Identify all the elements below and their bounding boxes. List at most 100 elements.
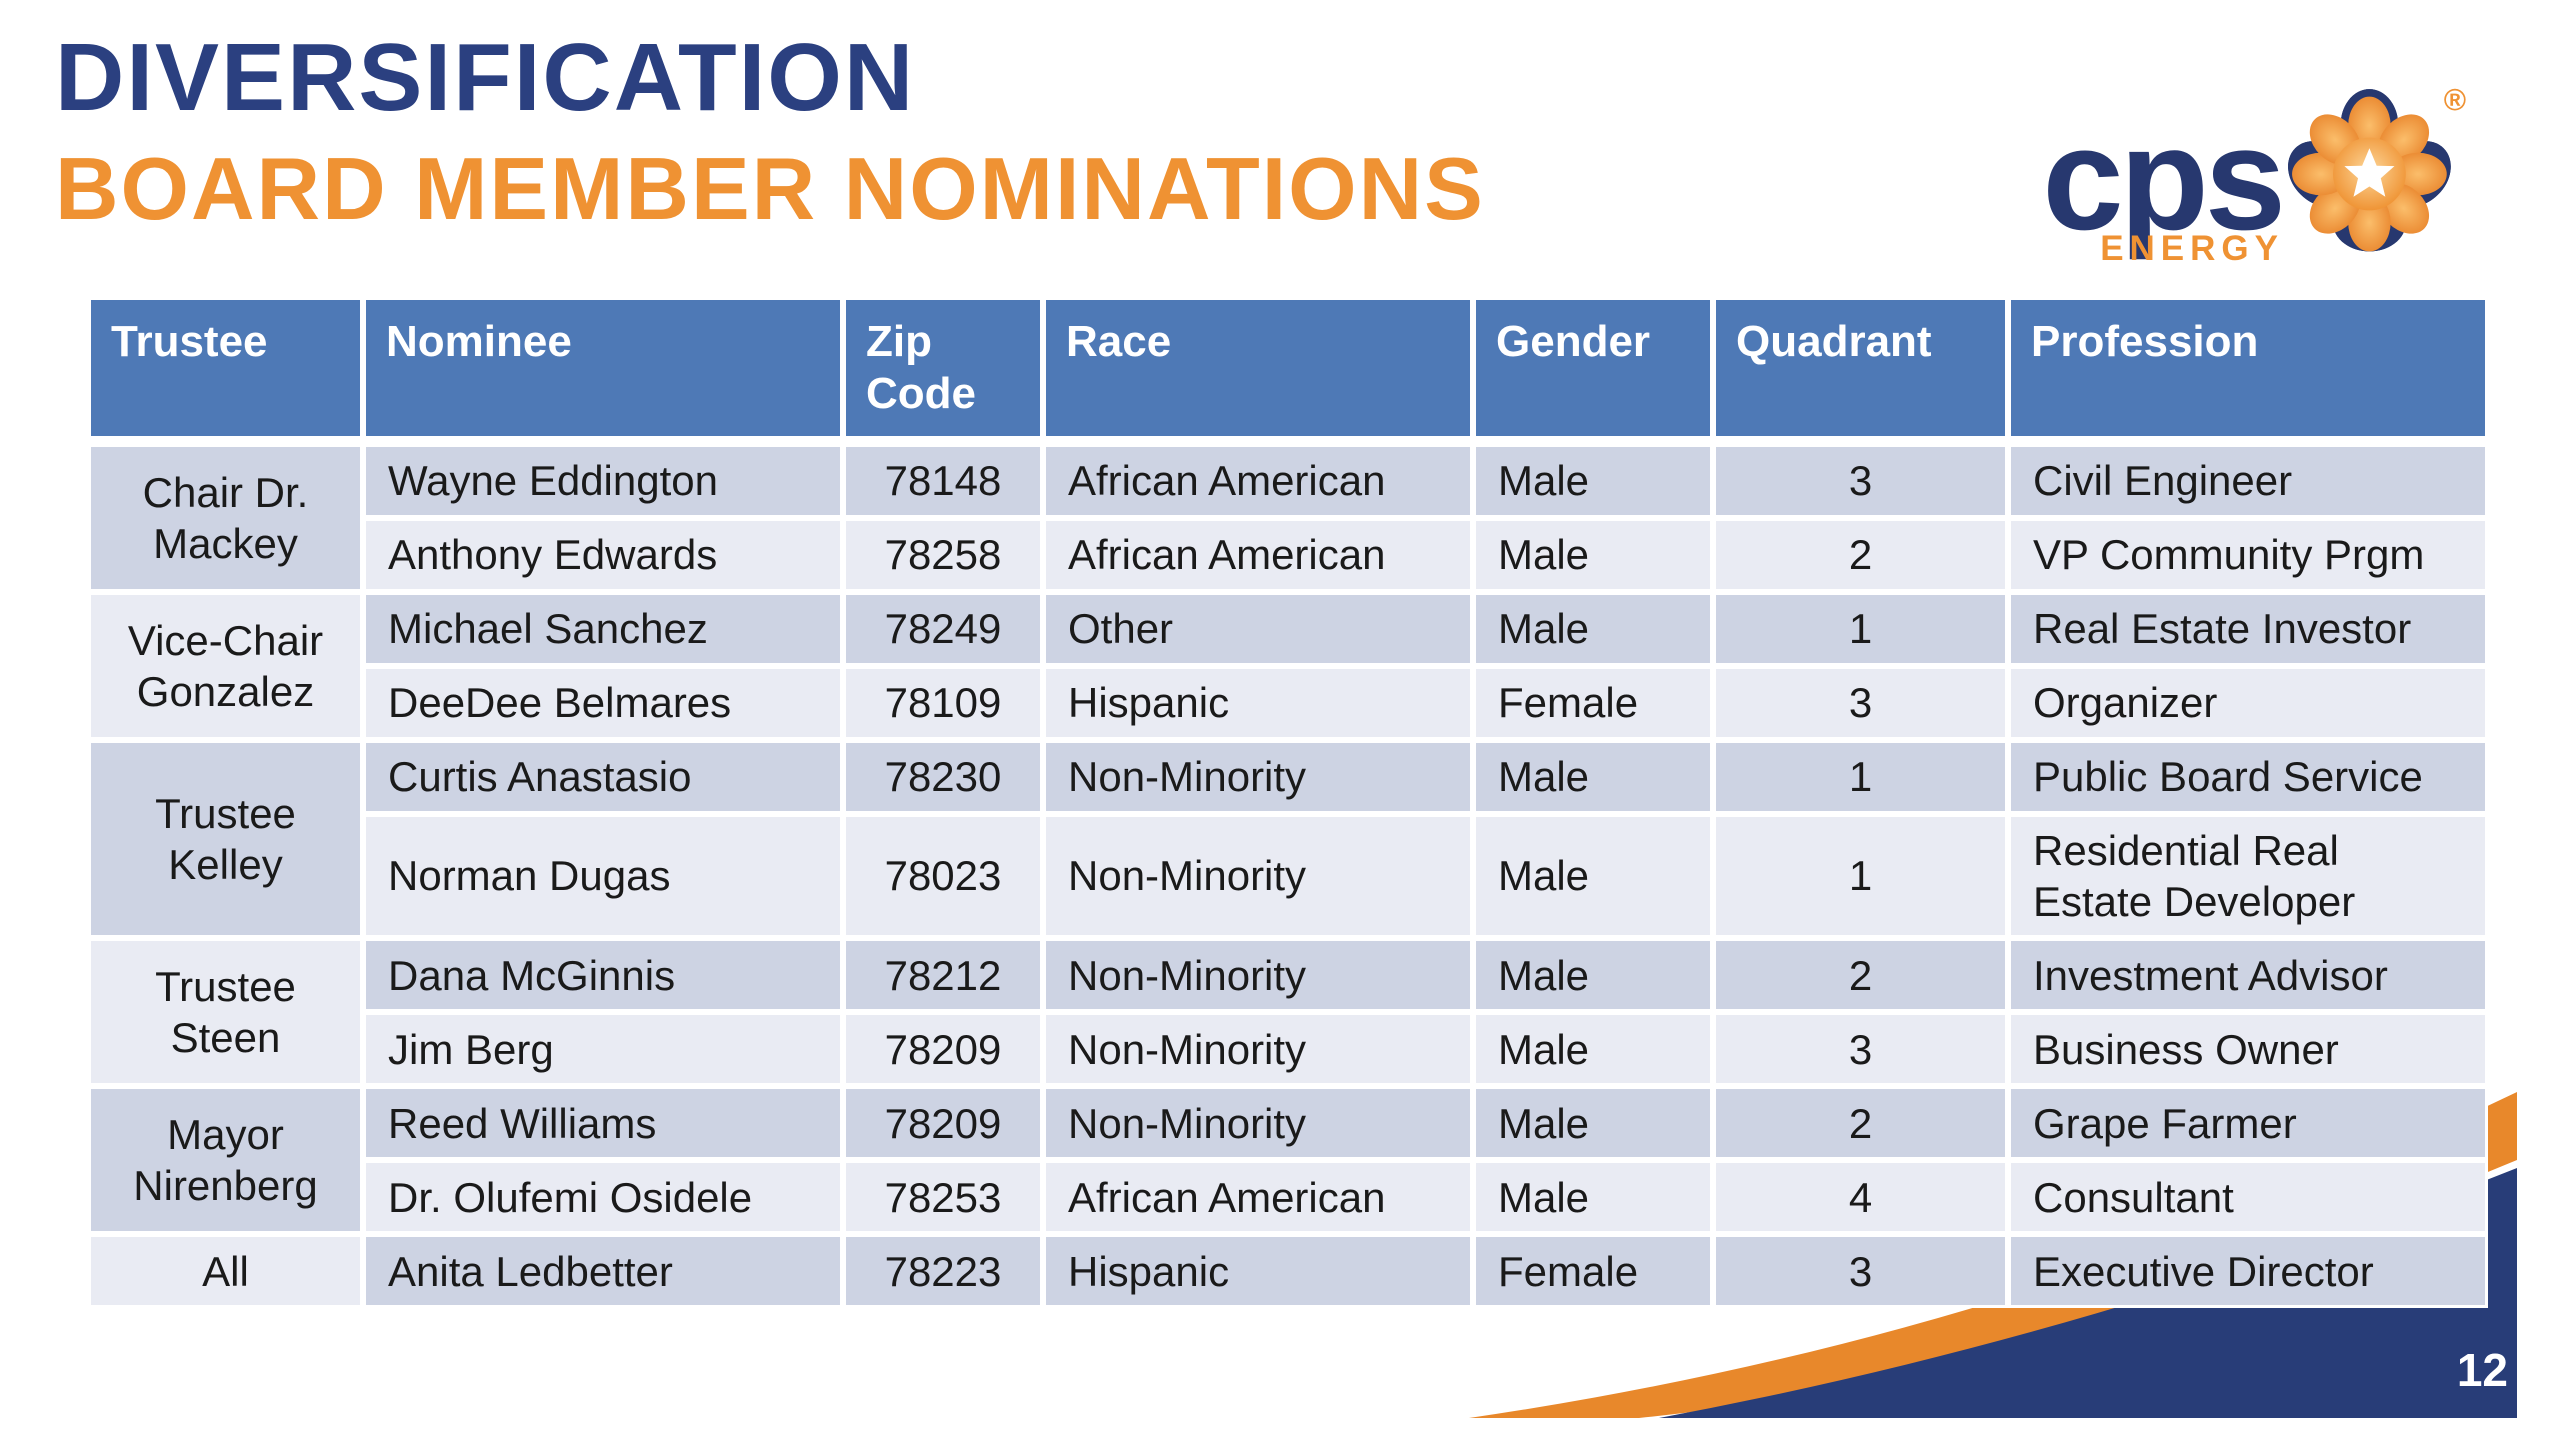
nominee-cell: Jim Berg <box>363 1012 843 1087</box>
profession-cell: Real Estate Investor <box>2008 591 2488 666</box>
quadrant-cell: 3 <box>1713 443 2008 518</box>
table-row: Trustee Steen Dana McGinnis 78212 Non-Minor… <box>88 938 2488 1087</box>
gender-cell: Female <box>1473 665 1713 740</box>
quadrant-cell: 4 <box>1713 1160 2008 1235</box>
gender-cell: Male <box>1473 938 1713 1013</box>
gender-cell: Male <box>1473 443 1713 518</box>
profession-cell: VP Community Prgm <box>2008 517 2488 592</box>
gender-cell: Male <box>1473 1160 1713 1235</box>
logo-text: cps ENERGY <box>2042 106 2286 266</box>
table-row: Dr. Olufemi Osidele 78253 African American… <box>88 1160 2488 1235</box>
profession-cell: Grape Farmer <box>2008 1086 2488 1161</box>
table-row: All Anita Ledbetter 78223 Hispanic Female 3 Ex… <box>88 1234 2488 1309</box>
zip-cell: 78230 <box>843 739 1043 814</box>
header-nominee: Nominee <box>363 297 843 444</box>
nominee-cell: Wayne Eddington <box>363 443 843 518</box>
quadrant-cell: 3 <box>1713 1234 2008 1309</box>
race-cell: African American <box>1043 443 1473 518</box>
nominee-cell: Dana McGinnis <box>363 938 843 1013</box>
header-trustee: Trustee <box>88 297 363 444</box>
page-number: 12 <box>2456 1344 2508 1396</box>
table-row: DeeDee Belmares 78109 Hispanic Female 3 Organ… <box>88 665 2488 740</box>
profession-cell: Public Board Service <box>2008 739 2488 814</box>
table-row: Norman Dugas 78023 Non-Minority Male 1 Reside… <box>88 813 2488 939</box>
profession-cell: Residential Real Estate Developer <box>2008 813 2488 939</box>
trustee-cell: Mayor Nirenberg <box>88 1086 363 1235</box>
cps-energy-logo: cps ENERGY <box>2042 84 2468 270</box>
page-subtitle: BOARD MEMBER NOMINATIONS <box>55 138 1485 238</box>
race-cell: African American <box>1043 517 1473 592</box>
quadrant-cell: 2 <box>1713 517 2008 592</box>
race-cell: Other <box>1043 591 1473 666</box>
nominee-cell: Norman Dugas <box>363 813 843 939</box>
trustee-cell: Chair Dr. Mackey <box>88 443 363 592</box>
header-gender: Gender <box>1473 297 1713 444</box>
nominee-cell: Anthony Edwards <box>363 517 843 592</box>
registered-mark: ® <box>2444 84 2466 117</box>
gender-cell: Male <box>1473 1012 1713 1087</box>
logo-brand-text: cps <box>2042 97 2286 261</box>
table-row: Jim Berg 78209 Non-Minority Male 3 Business O… <box>88 1012 2488 1087</box>
quadrant-cell: 1 <box>1713 739 2008 814</box>
swoosh-navy-shape <box>1659 1168 2517 1418</box>
star-icon <box>2344 148 2395 197</box>
gender-cell: Female <box>1473 1234 1713 1309</box>
logo-energy-text: ENERGY <box>2100 228 2284 268</box>
cps-flower-icon: ® <box>2288 84 2466 252</box>
race-cell: Non-Minority <box>1043 938 1473 1013</box>
title-block: DIVERSIFICATION BOARD MEMBER NOMINATIONS <box>55 24 1485 238</box>
nominee-cell: Dr. Olufemi Osidele <box>363 1160 843 1235</box>
zip-cell: 78148 <box>843 443 1043 518</box>
quadrant-cell: 3 <box>1713 665 2008 740</box>
profession-cell: Civil Engineer <box>2008 443 2488 518</box>
profession-cell: Executive Director <box>2008 1234 2488 1309</box>
race-cell: Non-Minority <box>1043 739 1473 814</box>
zip-cell: 78209 <box>843 1012 1043 1087</box>
nominee-cell: Curtis Anastasio <box>363 739 843 814</box>
nominee-cell: Michael Sanchez <box>363 591 843 666</box>
table-row: Mayor Nirenberg Reed Williams 78209 Non-Min… <box>88 1086 2488 1235</box>
gender-cell: Male <box>1473 1086 1713 1161</box>
page-title: DIVERSIFICATION <box>55 24 916 131</box>
zip-cell: 78023 <box>843 813 1043 939</box>
quadrant-cell: 1 <box>1713 813 2008 939</box>
table-row: Vice-Chair Gonzalez Michael Sanchez 78249 O… <box>88 591 2488 740</box>
gender-cell: Male <box>1473 739 1713 814</box>
quadrant-cell: 2 <box>1713 1086 2008 1161</box>
zip-cell: 78249 <box>843 591 1043 666</box>
race-cell: African American <box>1043 1160 1473 1235</box>
gender-cell: Male <box>1473 517 1713 592</box>
quadrant-cell: 1 <box>1713 591 2008 666</box>
race-cell: Hispanic <box>1043 1234 1473 1309</box>
race-cell: Non-Minority <box>1043 1086 1473 1161</box>
header-quadrant: Quadrant <box>1713 297 2008 444</box>
zip-cell: 78258 <box>843 517 1043 592</box>
table-header-row: Trustee Nominee Zip Code Race Gender Qua… <box>88 297 2488 444</box>
race-cell: Hispanic <box>1043 665 1473 740</box>
nominee-cell: Reed Williams <box>363 1086 843 1161</box>
profession-cell: Consultant <box>2008 1160 2488 1235</box>
swoosh-decoration <box>1469 1092 2517 1418</box>
gender-cell: Male <box>1473 591 1713 666</box>
header-profession: Profession <box>2008 297 2488 444</box>
quadrant-cell: 2 <box>1713 938 2008 1013</box>
table-body: Chair Dr. Mackey Wayne Eddington 78148 Afri… <box>88 443 2488 1309</box>
profession-cell: Business Owner <box>2008 1012 2488 1087</box>
zip-cell: 78109 <box>843 665 1043 740</box>
trustee-cell: All <box>88 1234 363 1309</box>
zip-cell: 78209 <box>843 1086 1043 1161</box>
profession-cell: Organizer <box>2008 665 2488 740</box>
quadrant-cell: 3 <box>1713 1012 2008 1087</box>
trustee-cell: Trustee Kelley <box>88 739 363 939</box>
table-row: Trustee Kelley Curtis Anastasio 78230 Non-M… <box>88 739 2488 939</box>
nominee-cell: Anita Ledbetter <box>363 1234 843 1309</box>
race-cell: Non-Minority <box>1043 1012 1473 1087</box>
header-zip-code: Zip Code <box>843 297 1043 444</box>
trustee-cell: Trustee Steen <box>88 938 363 1087</box>
table-row: Chair Dr. Mackey Wayne Eddington 78148 Afri… <box>88 443 2488 592</box>
table-row: Anthony Edwards 78258 African American Male… <box>88 517 2488 592</box>
profession-cell: Investment Advisor <box>2008 938 2488 1013</box>
nominee-cell: DeeDee Belmares <box>363 665 843 740</box>
gender-cell: Male <box>1473 813 1713 939</box>
nominations-table: Trustee Nominee Zip Code Race Gender Qua… <box>88 297 2488 1309</box>
